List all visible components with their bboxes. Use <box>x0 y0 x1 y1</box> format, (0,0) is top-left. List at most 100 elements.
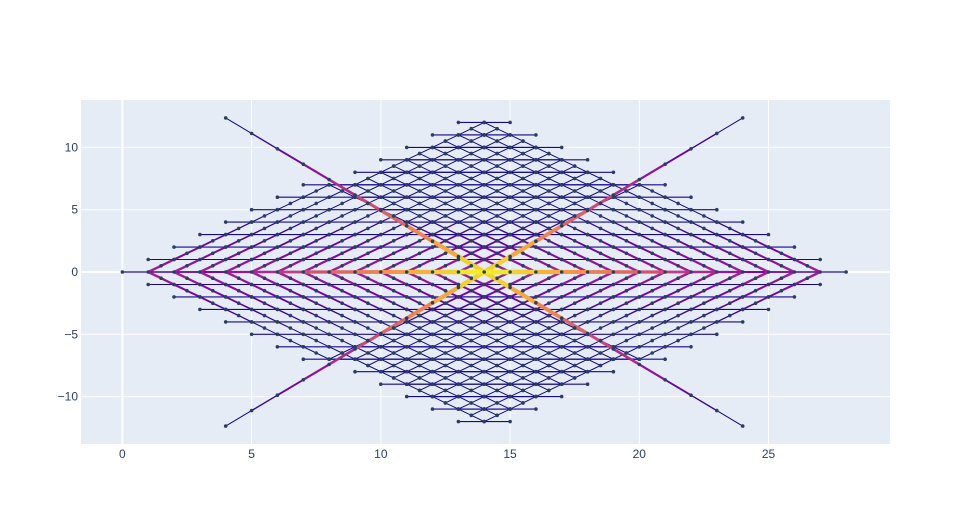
tree-edge <box>444 302 460 311</box>
tree-node <box>404 307 409 312</box>
tree-edge <box>496 314 511 323</box>
tree-edge <box>186 289 201 298</box>
tree-edge <box>457 321 472 329</box>
tree-edge <box>405 283 421 292</box>
tree-edge <box>470 227 485 236</box>
tree-edge <box>560 233 576 242</box>
tree-node <box>650 239 654 243</box>
tree-edge <box>263 258 279 267</box>
tree-node <box>211 301 215 306</box>
tree-edge <box>224 252 240 261</box>
tree-edge <box>470 134 485 142</box>
tree-node <box>469 351 474 355</box>
tree-edge <box>354 239 369 248</box>
tree-edge <box>522 202 537 211</box>
tree-edge <box>560 289 576 298</box>
tree-edge <box>457 165 472 173</box>
tree-edge <box>483 209 498 217</box>
tree-edge <box>509 153 524 161</box>
tree-edge <box>522 314 537 323</box>
tree-edge <box>522 159 537 167</box>
tree-edge <box>444 346 459 354</box>
tree-edge <box>535 377 550 385</box>
tree-edge <box>548 178 563 186</box>
tree-edge <box>548 365 563 373</box>
tree-edge <box>651 283 667 292</box>
tree-node <box>443 338 448 343</box>
tree-edge <box>483 221 498 230</box>
tree-node <box>740 116 745 120</box>
tree-edge <box>341 233 356 242</box>
tree-edge <box>393 165 408 173</box>
tree-node <box>353 320 357 324</box>
tree-node <box>766 245 771 249</box>
tree-edge <box>380 340 395 348</box>
tree-node <box>430 220 435 224</box>
tree-node <box>637 177 642 182</box>
tree-node <box>443 313 448 318</box>
tree-node <box>211 288 215 293</box>
tree-node <box>611 320 616 324</box>
tree-node <box>172 270 176 274</box>
tree-node <box>288 338 293 343</box>
tree-edge <box>561 196 576 204</box>
tree-edge <box>224 283 240 292</box>
tree-node <box>340 251 344 256</box>
tree-edge <box>470 389 485 398</box>
tree-edge <box>393 365 408 373</box>
tree-edge <box>767 258 783 267</box>
tree-edge <box>470 321 485 329</box>
tree-edge <box>625 352 640 360</box>
tree-node <box>469 176 474 181</box>
tree-edge <box>728 264 744 274</box>
tree-node <box>559 170 564 175</box>
tree-node <box>508 285 512 290</box>
tree-node <box>624 288 629 293</box>
tree-edge <box>353 283 369 292</box>
tree-node <box>353 207 357 212</box>
tree-edge <box>690 233 705 242</box>
tree-edge <box>302 252 318 261</box>
tree-node <box>805 264 810 268</box>
tree-node <box>275 332 280 337</box>
tree-node <box>792 270 797 274</box>
tree-node <box>495 401 499 405</box>
tree-edge <box>418 289 434 298</box>
tree-node <box>702 239 706 243</box>
tree-edge <box>470 171 485 179</box>
tree-edge <box>522 171 537 179</box>
tree-edge <box>664 221 679 230</box>
tree-node <box>211 239 215 243</box>
tree-edge <box>470 252 486 261</box>
tree-edge <box>599 227 615 236</box>
tree-edge <box>521 283 537 292</box>
tree-node <box>353 282 357 287</box>
tree-edge <box>586 221 602 230</box>
tree-edge <box>496 340 511 348</box>
tree-node <box>624 251 629 256</box>
tree-edge <box>432 209 446 217</box>
tree-node <box>353 170 357 175</box>
tree-node <box>715 131 719 136</box>
tree-node <box>482 295 487 299</box>
tree-node <box>404 257 409 262</box>
tree-edge <box>432 202 446 211</box>
tree-edge <box>172 283 189 292</box>
tree-node <box>598 226 603 231</box>
tree-node <box>728 251 732 256</box>
tree-node <box>689 332 693 337</box>
tree-edge <box>302 239 318 248</box>
tree-node <box>482 145 487 150</box>
tree-edge <box>380 184 395 192</box>
tree-edge <box>419 321 434 329</box>
tree-edge <box>302 202 317 211</box>
tree-node <box>456 357 461 362</box>
tree-node <box>637 345 642 349</box>
tree-edge <box>444 196 459 204</box>
tree-node <box>534 357 538 362</box>
tree-edge <box>419 190 433 198</box>
tree-edge <box>444 365 459 373</box>
tree-node <box>443 401 448 405</box>
tree-edge <box>379 316 409 336</box>
tree-node <box>728 301 732 306</box>
